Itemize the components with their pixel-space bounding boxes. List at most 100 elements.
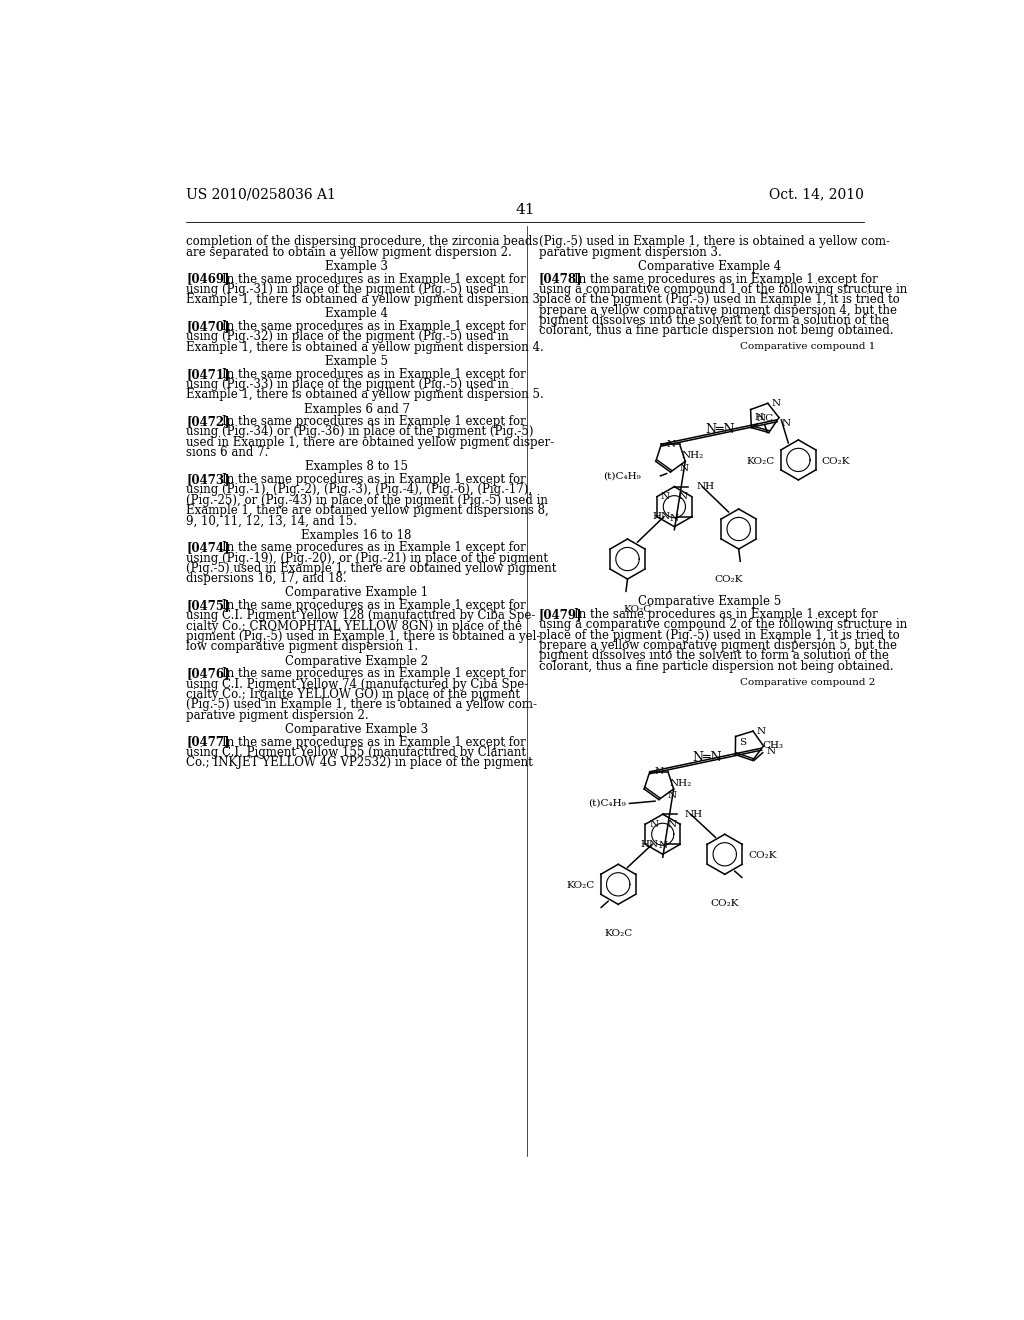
Text: low comparative pigment dispersion 1.: low comparative pigment dispersion 1.	[186, 640, 418, 653]
Text: N: N	[757, 726, 766, 735]
Text: dispersions 16, 17, and 18.: dispersions 16, 17, and 18.	[186, 573, 347, 585]
Text: [0478]: [0478]	[539, 273, 583, 285]
Text: (t)C₄H₉: (t)C₄H₉	[589, 799, 627, 808]
Text: Example 5: Example 5	[326, 355, 388, 368]
Text: (Pig.-5) used in Example 1, there are obtained yellow pigment: (Pig.-5) used in Example 1, there are ob…	[186, 562, 556, 576]
Text: Example 3: Example 3	[326, 260, 388, 273]
Text: Co.; INKJET YELLOW 4G VP2532) in place of the pigment: Co.; INKJET YELLOW 4G VP2532) in place o…	[186, 756, 532, 770]
Text: Comparative Example 5: Comparative Example 5	[638, 595, 781, 609]
Text: N: N	[670, 513, 679, 523]
Text: Examples 16 to 18: Examples 16 to 18	[301, 528, 412, 541]
Text: place of the pigment (Pig.-5) used in Example 1, it is tried to: place of the pigment (Pig.-5) used in Ex…	[539, 628, 899, 642]
Text: (Pig.-5) used in Example 1, there is obtained a yellow com-: (Pig.-5) used in Example 1, there is obt…	[186, 698, 538, 711]
Text: [0469]: [0469]	[186, 273, 229, 285]
Text: using (Pig.-32) in place of the pigment (Pig.-5) used in: using (Pig.-32) in place of the pigment …	[186, 330, 509, 343]
Text: N: N	[679, 463, 688, 473]
Text: H: H	[755, 413, 764, 422]
Text: using C.I. Pigment Yellow 155 (manufactured by Clariant: using C.I. Pigment Yellow 155 (manufactu…	[186, 746, 526, 759]
Text: CO₂K: CO₂K	[711, 899, 739, 908]
Text: Comparative compound 1: Comparative compound 1	[740, 342, 876, 351]
Text: using C.I. Pigment Yellow 128 (manufactured by Ciba Spe-: using C.I. Pigment Yellow 128 (manufactu…	[186, 610, 536, 623]
Text: N: N	[781, 420, 791, 428]
Text: using C.I. Pigment Yellow 74 (manufactured by Ciba Spe-: using C.I. Pigment Yellow 74 (manufactur…	[186, 677, 528, 690]
Text: In the same procedures as in Example 1 except for: In the same procedures as in Example 1 e…	[222, 735, 525, 748]
Text: used in Example 1, there are obtained yellow pigment disper-: used in Example 1, there are obtained ye…	[186, 436, 554, 449]
Text: [0475]: [0475]	[186, 599, 229, 612]
Text: (Pig.-5) used in Example 1, there is obtained a yellow com-: (Pig.-5) used in Example 1, there is obt…	[539, 235, 890, 248]
Text: [0470]: [0470]	[186, 321, 229, 333]
Text: [0476]: [0476]	[186, 668, 229, 680]
Text: Examples 6 and 7: Examples 6 and 7	[304, 403, 410, 416]
Text: Comparative Example 1: Comparative Example 1	[285, 586, 428, 599]
Text: Comparative Example 3: Comparative Example 3	[285, 723, 428, 735]
Text: In the same procedures as in Example 1 except for: In the same procedures as in Example 1 e…	[222, 368, 525, 380]
Text: CO₂K: CO₂K	[714, 576, 742, 585]
Text: completion of the dispersing procedure, the zirconia beads: completion of the dispersing procedure, …	[186, 235, 539, 248]
Text: [0472]: [0472]	[186, 416, 229, 428]
Text: Example 1, there is obtained a yellow pigment dispersion 4.: Example 1, there is obtained a yellow pi…	[186, 341, 544, 354]
Text: pigment dissolves into the solvent to form a solution of the: pigment dissolves into the solvent to fo…	[539, 314, 889, 327]
Text: N: N	[668, 820, 676, 829]
Text: parative pigment dispersion 3.: parative pigment dispersion 3.	[539, 246, 722, 259]
Text: using (Pig.-34) or (Pig.-36) in place of the pigment (Pig.-5): using (Pig.-34) or (Pig.-36) in place of…	[186, 425, 534, 438]
Text: NH: NH	[684, 809, 702, 818]
Text: N: N	[658, 841, 668, 850]
Text: In the same procedures as in Example 1 except for: In the same procedures as in Example 1 e…	[222, 541, 525, 554]
Text: US 2010/0258036 A1: US 2010/0258036 A1	[186, 187, 336, 202]
Text: are separated to obtain a yellow pigment dispersion 2.: are separated to obtain a yellow pigment…	[186, 246, 512, 259]
Text: [0474]: [0474]	[186, 541, 229, 554]
Text: sions 6 and 7.: sions 6 and 7.	[186, 446, 268, 459]
Text: In the same procedures as in Example 1 except for: In the same procedures as in Example 1 e…	[222, 473, 525, 486]
Text: cialty Co.; Irgalite YELLOW GO) in place of the pigment: cialty Co.; Irgalite YELLOW GO) in place…	[186, 688, 520, 701]
Text: Examples 8 to 15: Examples 8 to 15	[305, 461, 409, 474]
Text: parative pigment dispersion 2.: parative pigment dispersion 2.	[186, 709, 369, 722]
Text: CO₂K: CO₂K	[748, 851, 776, 861]
Text: place of the pigment (Pig.-5) used in Example 1, it is tried to: place of the pigment (Pig.-5) used in Ex…	[539, 293, 899, 306]
Text: prepare a yellow comparative pigment dispersion 4, but the: prepare a yellow comparative pigment dis…	[539, 304, 897, 317]
Text: Comparative Example 4: Comparative Example 4	[638, 260, 781, 273]
Text: colorant, thus a fine particle dispersion not being obtained.: colorant, thus a fine particle dispersio…	[539, 660, 893, 673]
Text: using (Pig.-31) in place of the pigment (Pig.-5) used in: using (Pig.-31) in place of the pigment …	[186, 282, 509, 296]
Text: pigment (Pig.-5) used in Example 1, there is obtained a yel-: pigment (Pig.-5) used in Example 1, ther…	[186, 630, 541, 643]
Text: N: N	[679, 492, 688, 502]
Text: (t)C₄H₉: (t)C₄H₉	[603, 471, 641, 480]
Text: cialty Co.; CROMOPHTAL YELLOW 8GN) in place of the: cialty Co.; CROMOPHTAL YELLOW 8GN) in pl…	[186, 620, 522, 632]
Text: S: S	[739, 738, 746, 747]
Text: N: N	[667, 440, 676, 449]
Text: N: N	[655, 767, 665, 776]
Text: KO₂C: KO₂C	[624, 606, 652, 614]
Text: N: N	[772, 399, 780, 408]
Text: HN: HN	[640, 840, 658, 849]
Text: In the same procedures as in Example 1 except for: In the same procedures as in Example 1 e…	[222, 599, 525, 612]
Text: In the same procedures as in Example 1 except for: In the same procedures as in Example 1 e…	[222, 668, 525, 680]
Text: using a comparative compound 2 of the following structure in: using a comparative compound 2 of the fo…	[539, 618, 907, 631]
Text: Oct. 14, 2010: Oct. 14, 2010	[769, 187, 864, 202]
Text: using (Pig.-1), (Pig.-2), (Pig.-3), (Pig.-4), (Pig.-6), (Pig.-17),: using (Pig.-1), (Pig.-2), (Pig.-3), (Pig…	[186, 483, 532, 496]
Text: In the same procedures as in Example 1 except for: In the same procedures as in Example 1 e…	[574, 609, 879, 620]
Text: using (Pig.-33) in place of the pigment (Pig.-5) used in: using (Pig.-33) in place of the pigment …	[186, 378, 509, 391]
Text: using a comparative compound 1 of the following structure in: using a comparative compound 1 of the fo…	[539, 282, 907, 296]
Text: Comparative Example 2: Comparative Example 2	[285, 655, 428, 668]
Text: [0471]: [0471]	[186, 368, 229, 380]
Text: N═N: N═N	[692, 751, 722, 764]
Text: Example 1, there is obtained a yellow pigment dispersion 5.: Example 1, there is obtained a yellow pi…	[186, 388, 544, 401]
Text: KO₂C: KO₂C	[566, 882, 595, 891]
Text: 41: 41	[515, 203, 535, 216]
Text: NC: NC	[757, 414, 773, 424]
Text: N: N	[767, 747, 776, 756]
Text: N: N	[668, 791, 677, 800]
Text: NH₂: NH₂	[669, 779, 691, 788]
Text: pigment dissolves into the solvent to form a solution of the: pigment dissolves into the solvent to fo…	[539, 649, 889, 663]
Text: CH₃: CH₃	[763, 742, 783, 750]
Text: Example 1, there is obtained a yellow pigment dispersion 3.: Example 1, there is obtained a yellow pi…	[186, 293, 544, 306]
Text: N═N: N═N	[706, 422, 735, 436]
Text: [0479]: [0479]	[539, 609, 583, 620]
Text: In the same procedures as in Example 1 except for: In the same procedures as in Example 1 e…	[222, 416, 525, 428]
Text: In the same procedures as in Example 1 except for: In the same procedures as in Example 1 e…	[574, 273, 879, 285]
Text: 9, 10, 11, 12, 13, 14, and 15.: 9, 10, 11, 12, 13, 14, and 15.	[186, 515, 357, 528]
Text: (Pig.-25), or (Pig.-43) in place of the pigment (Pig.-5) used in: (Pig.-25), or (Pig.-43) in place of the …	[186, 494, 548, 507]
Text: Comparative compound 2: Comparative compound 2	[740, 677, 876, 686]
Text: NH: NH	[696, 482, 714, 491]
Text: Example 4: Example 4	[326, 308, 388, 321]
Text: In the same procedures as in Example 1 except for: In the same procedures as in Example 1 e…	[222, 273, 525, 285]
